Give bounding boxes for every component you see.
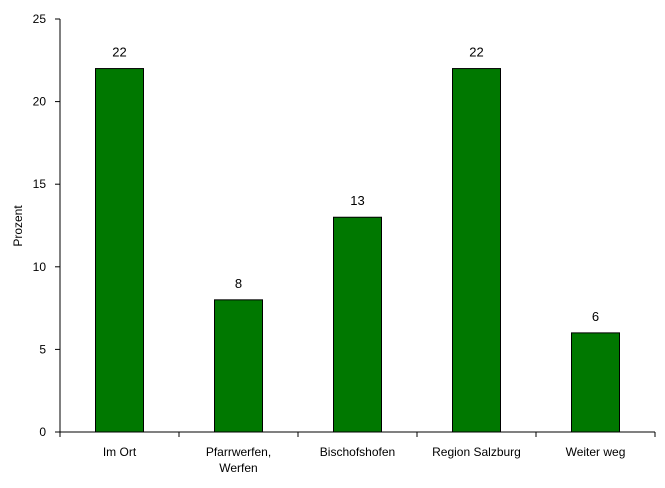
- bar: [452, 68, 501, 433]
- y-axis-title: Prozent: [11, 205, 25, 247]
- y-tick-label: 0: [39, 425, 46, 439]
- data-label: 22: [112, 45, 126, 60]
- bars: [95, 68, 620, 433]
- category-labels: Im Ort Pfarrwerfen, Werfen Bischofshofen Reg…: [103, 445, 626, 475]
- y-tick-label: 5: [39, 342, 46, 356]
- category-label: Bischofshofen: [320, 445, 395, 459]
- data-label: 13: [350, 193, 364, 208]
- data-label: 6: [592, 309, 599, 324]
- bar: [571, 332, 620, 433]
- data-label: 22: [469, 45, 483, 60]
- category-label: Pfarrwerfen,: [206, 445, 271, 459]
- y-tick-label: 10: [33, 260, 47, 274]
- category-label: Region Salzburg: [432, 445, 521, 459]
- category-label: Im Ort: [103, 445, 137, 459]
- bar: [95, 68, 144, 433]
- bar: [214, 299, 263, 433]
- bar: [333, 216, 382, 433]
- data-labels: 22 8 13 22 6: [112, 45, 599, 324]
- y-tick-label: 15: [33, 177, 47, 191]
- y-axis: 0 5 10 15 20 25: [33, 12, 61, 439]
- category-label: Weiter weg: [566, 445, 626, 459]
- category-label: Werfen: [219, 461, 257, 475]
- y-tick-label: 20: [33, 95, 47, 109]
- data-label: 8: [235, 276, 242, 291]
- y-tick-label: 25: [33, 12, 47, 26]
- x-axis: [59, 431, 656, 437]
